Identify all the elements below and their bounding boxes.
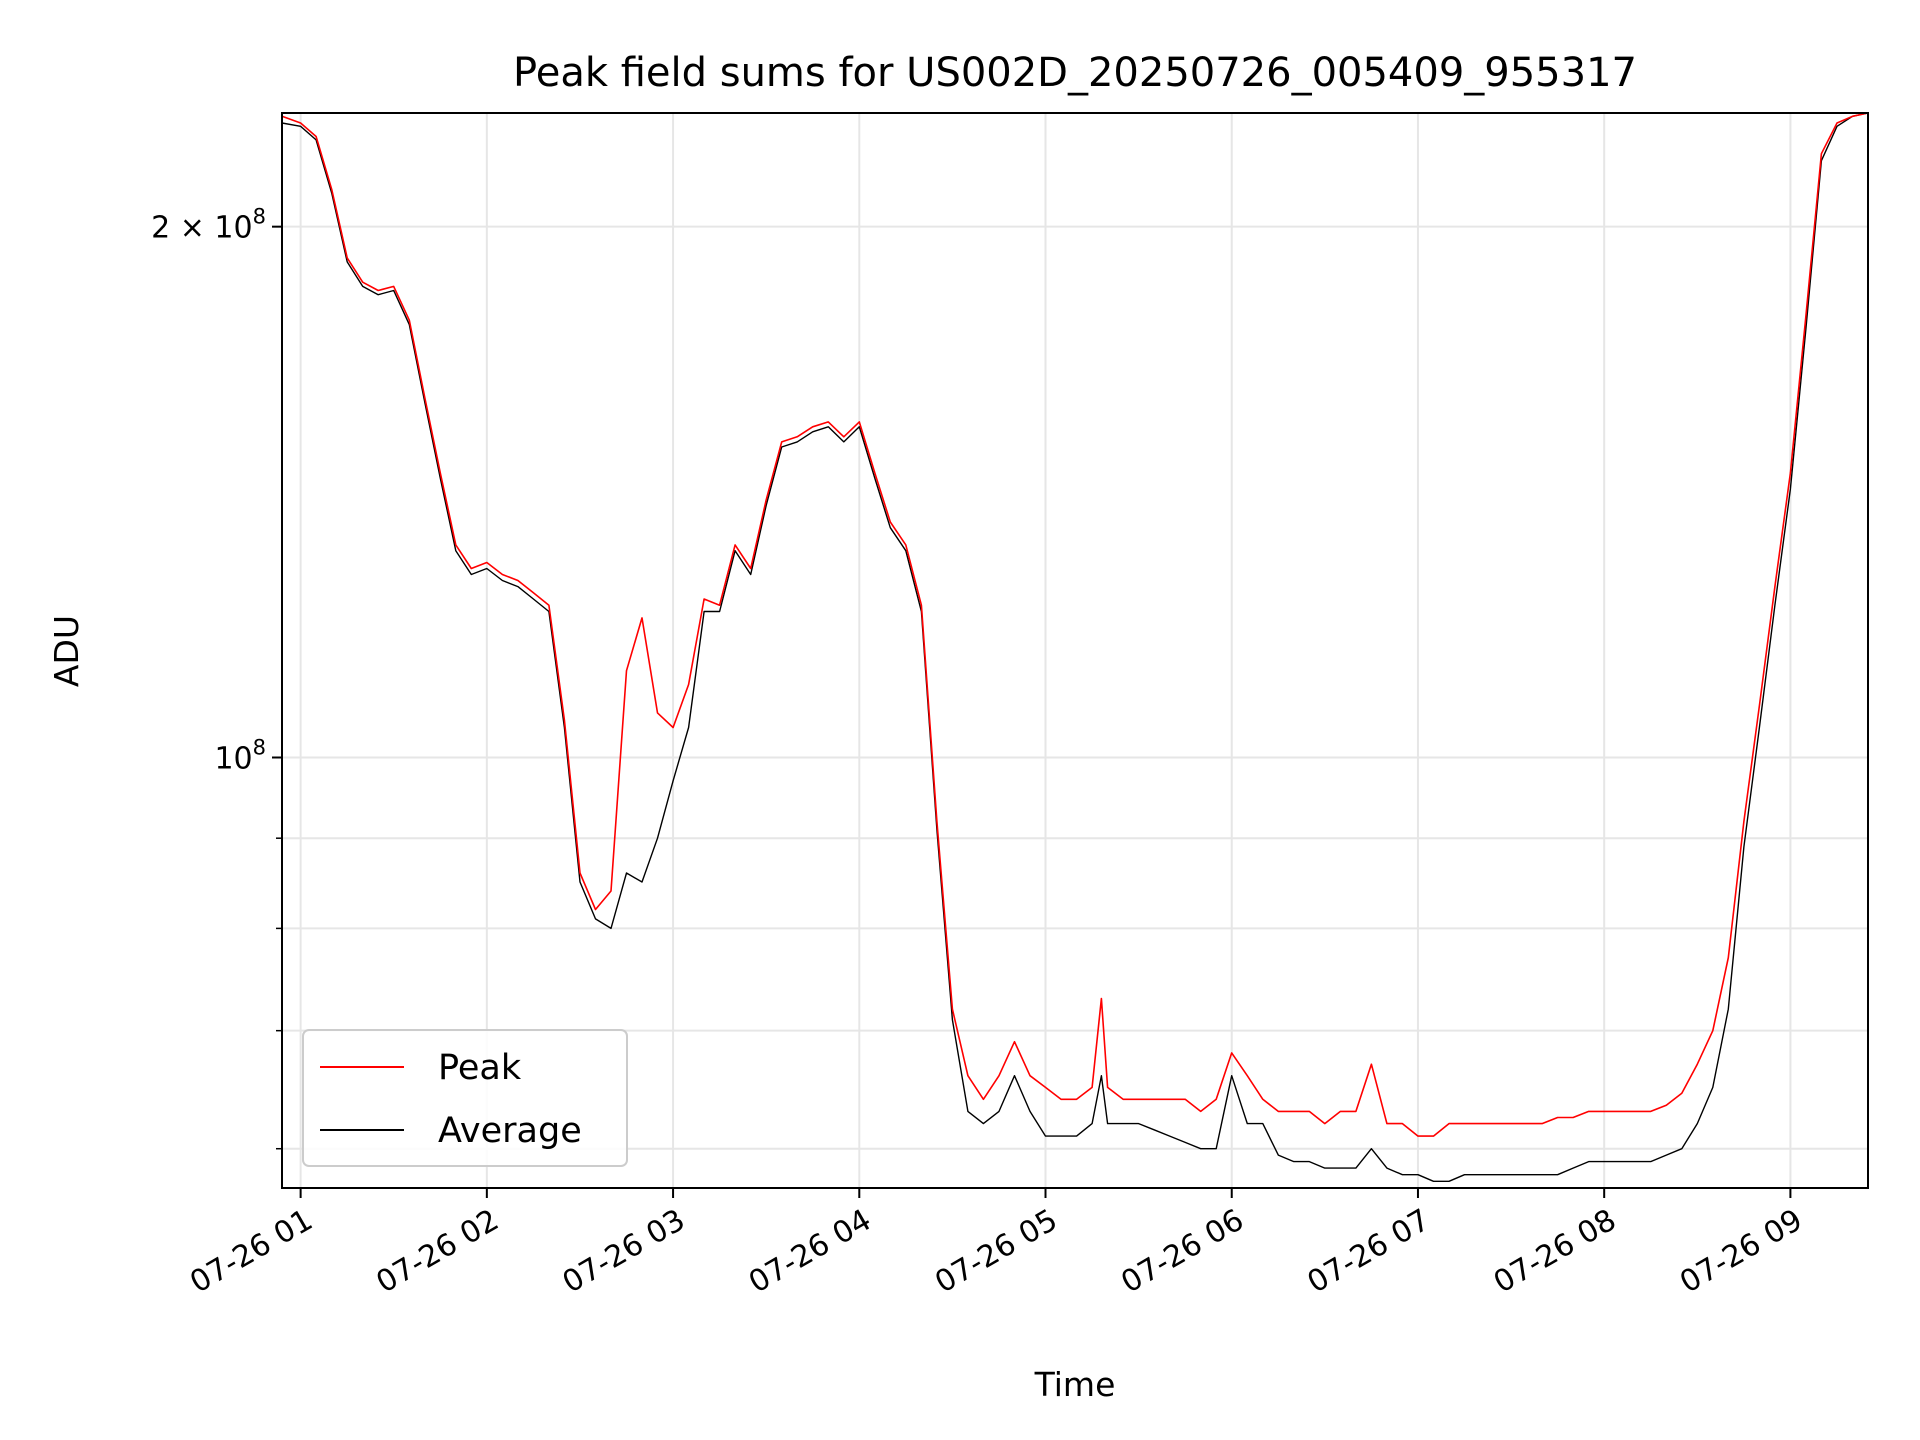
legend-box [302, 1029, 628, 1167]
plot-area [281, 112, 1869, 1183]
x-tick-label: 07-26 09 [1674, 1203, 1808, 1301]
x-tick-label: 07-26 08 [1488, 1203, 1622, 1301]
grid [282, 113, 1868, 1188]
legend-label-average: Average [438, 1111, 582, 1151]
x-axis-label: Time [1034, 1365, 1116, 1404]
x-tick-label: 07-26 07 [1302, 1203, 1436, 1301]
x-tick-label: 07-26 05 [929, 1203, 1063, 1301]
legend: Peak Average [302, 1029, 628, 1167]
legend-label-peak: Peak [438, 1048, 522, 1088]
x-tick-label: 07-26 01 [184, 1203, 318, 1301]
x-tick-label: 07-26 04 [743, 1203, 877, 1301]
y-tick-label: 108 [214, 736, 266, 777]
x-axis: 07-26 01 07-26 02 07-26 03 07-26 04 07-26 05… [184, 1188, 1808, 1300]
x-tick-label: 07-26 06 [1115, 1203, 1249, 1301]
series-line-peak [281, 112, 1869, 1137]
x-tick-label: 07-26 02 [371, 1203, 505, 1301]
plot-frame [281, 112, 1869, 1189]
x-tick-label: 07-26 03 [557, 1203, 691, 1301]
y-tick-label: 2 × 108 [151, 205, 266, 246]
chart-title: Peak field sums for US002D_20250726_0054… [513, 50, 1637, 96]
y-axis: 108 2 × 108 [151, 205, 282, 1150]
y-axis-label: ADU [47, 615, 86, 687]
series-line-average [281, 112, 1869, 1183]
